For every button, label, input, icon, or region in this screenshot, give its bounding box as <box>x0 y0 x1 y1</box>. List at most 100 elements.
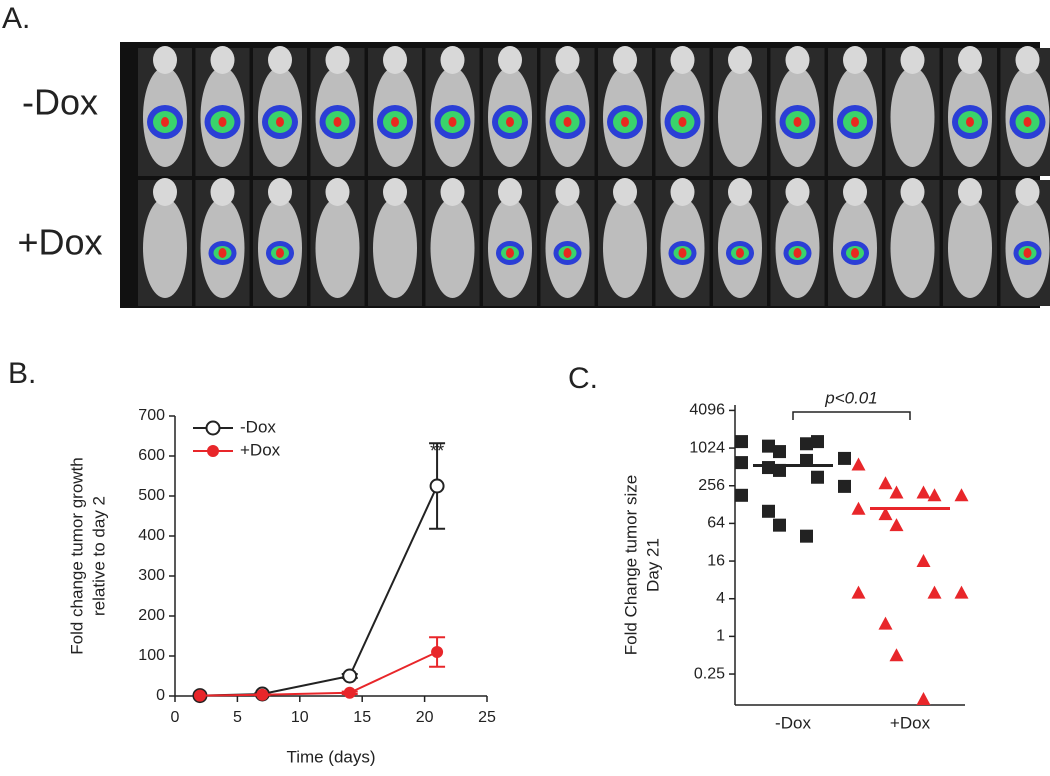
signal <box>391 117 399 127</box>
signal <box>794 248 802 258</box>
mouse-head <box>786 46 810 74</box>
mouse-head <box>268 46 292 74</box>
y-tick-label: 4 <box>716 590 725 607</box>
signal <box>966 117 974 127</box>
point <box>879 617 893 630</box>
point <box>762 505 775 518</box>
x-tick-label: 0 <box>171 709 180 726</box>
mouse-head <box>901 178 925 206</box>
signal <box>219 248 227 258</box>
x-tick-label: +Dox <box>890 713 931 732</box>
signal <box>794 117 802 127</box>
mouse-head <box>153 46 177 74</box>
mouse-head <box>1016 178 1040 206</box>
point <box>735 489 748 502</box>
line <box>200 486 437 696</box>
point <box>890 648 904 661</box>
mouse-head <box>383 178 407 206</box>
y-tick-label: 1 <box>716 628 725 645</box>
mouse-head <box>268 178 292 206</box>
x-tick-label: -Dox <box>775 713 811 732</box>
mouse <box>603 198 647 298</box>
x-tick-label: 15 <box>353 709 371 726</box>
signal <box>161 117 169 127</box>
y-axis-label: Day 21 <box>643 538 662 592</box>
y-axis-label: Fold Change tumor size <box>621 475 640 655</box>
x-tick-label: 5 <box>233 709 242 726</box>
signal <box>276 117 284 127</box>
point <box>257 690 267 700</box>
mouse-head <box>326 46 350 74</box>
point <box>735 456 748 469</box>
signal <box>736 248 744 258</box>
mouse-head <box>728 46 752 74</box>
point <box>917 692 931 705</box>
point <box>879 476 893 489</box>
y-tick-label: 400 <box>138 527 165 544</box>
mouse-head <box>153 178 177 206</box>
y-tick-label: 64 <box>707 515 725 532</box>
panel-label: C. <box>568 362 598 395</box>
point <box>800 530 813 543</box>
signal <box>679 117 687 127</box>
mouse-head <box>613 46 637 74</box>
legend-label: +Dox <box>240 440 281 459</box>
row-label: -Dox <box>22 82 98 123</box>
mouse <box>431 198 475 298</box>
mouse-head <box>728 178 752 206</box>
point <box>955 488 969 501</box>
point <box>773 445 786 458</box>
mouse <box>143 198 187 298</box>
point <box>928 586 942 599</box>
mouse-head <box>441 178 465 206</box>
mouse-head <box>843 46 867 74</box>
line <box>200 652 437 696</box>
mouse <box>948 198 992 298</box>
mouse-head <box>326 178 350 206</box>
mouse-head <box>671 46 695 74</box>
x-axis-label: Time (days) <box>286 747 375 766</box>
mouse-head <box>958 46 982 74</box>
signal <box>851 117 859 127</box>
mouse <box>718 67 762 167</box>
point <box>195 691 205 701</box>
signal <box>564 248 572 258</box>
y-tick-label: 4096 <box>689 402 725 419</box>
signal <box>449 117 457 127</box>
mouse <box>316 198 360 298</box>
y-tick-label: 300 <box>138 567 165 584</box>
y-tick-label: 0 <box>156 687 165 704</box>
y-tick-label: 500 <box>138 487 165 504</box>
point <box>890 485 904 498</box>
y-tick-label: 100 <box>138 647 165 664</box>
mouse-head <box>441 46 465 74</box>
signal <box>219 117 227 127</box>
y-tick-label: 600 <box>138 447 165 464</box>
mouse-head <box>498 46 522 74</box>
point <box>773 519 786 532</box>
bracket <box>793 412 910 420</box>
mouse <box>891 67 935 167</box>
point <box>345 688 355 698</box>
annotation: p<0.01 <box>824 388 877 407</box>
point <box>838 452 851 465</box>
legend-label: -Dox <box>240 417 276 436</box>
mouse-images <box>138 46 1050 306</box>
signal <box>564 117 572 127</box>
signal <box>679 248 687 258</box>
point <box>838 480 851 493</box>
mouse-head <box>211 178 235 206</box>
signal <box>334 117 342 127</box>
signal <box>851 248 859 258</box>
mouse-head <box>958 178 982 206</box>
signal <box>506 117 514 127</box>
x-tick-label: 10 <box>291 709 309 726</box>
point <box>432 647 442 657</box>
mouse-head <box>786 178 810 206</box>
legend-marker <box>208 446 218 456</box>
annotation: ** <box>430 441 444 461</box>
point <box>811 471 824 484</box>
point <box>852 457 866 470</box>
signal <box>276 248 284 258</box>
